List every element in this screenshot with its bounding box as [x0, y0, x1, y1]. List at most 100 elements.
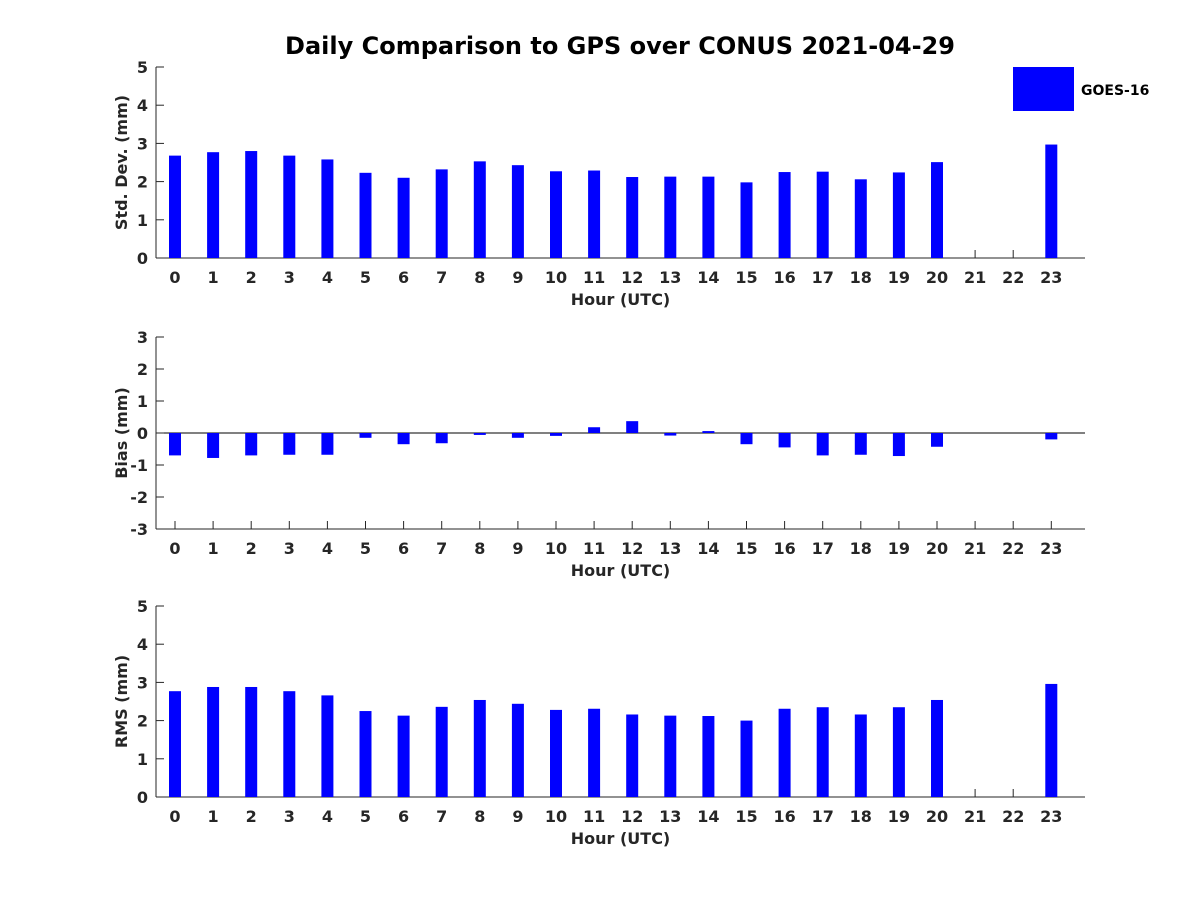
bias-x-tick-label: 20 — [926, 539, 948, 558]
bias-x-tick-label: 23 — [1040, 539, 1062, 558]
std-dev-x-tick-label: 9 — [512, 268, 523, 287]
rms-x-tick-label: 16 — [773, 807, 795, 826]
rms-y-tick-label: 1 — [137, 750, 148, 769]
bias-y-tick-label: 3 — [137, 328, 148, 347]
std-dev-bar-hour-1 — [207, 152, 220, 258]
std-dev-x-tick-label: 6 — [398, 268, 409, 287]
rms-x-tick-label: 4 — [322, 807, 333, 826]
bias-y-tick-label: -2 — [130, 488, 148, 507]
rms-x-tick-label: 1 — [208, 807, 219, 826]
rms-x-tick-label: 6 — [398, 807, 409, 826]
std-dev-bar-hour-17 — [816, 171, 829, 258]
bias-bar-hour-16 — [778, 433, 791, 448]
rms-bar-hour-13 — [664, 715, 677, 797]
rms-bar-hour-18 — [854, 714, 867, 797]
bias-y-axis-label: Bias (mm) — [112, 387, 131, 479]
bias-bar-hour-12 — [626, 421, 639, 433]
bias-x-tick-label: 18 — [850, 539, 872, 558]
std-dev-bar-hour-0 — [169, 155, 181, 258]
bias-bar-hour-3 — [283, 433, 296, 455]
bias-bar-hour-1 — [207, 433, 220, 458]
bias-bar-hour-11 — [588, 427, 601, 433]
std-dev-x-tick-label: 15 — [735, 268, 757, 287]
std-dev-bar-hour-18 — [854, 179, 867, 258]
std-dev-y-tick-label: 1 — [137, 211, 148, 230]
rms-x-tick-label: 12 — [621, 807, 643, 826]
bias-x-tick-label: 6 — [398, 539, 409, 558]
std-dev-bar-hour-12 — [626, 177, 639, 258]
bias-bar-hour-20 — [931, 433, 943, 447]
rms-bar-hour-3 — [283, 691, 296, 797]
rms-bar-hour-19 — [892, 707, 905, 797]
bias-x-tick-label: 14 — [697, 539, 719, 558]
rms-bar-hour-1 — [207, 686, 220, 797]
bias-x-axis-label: Hour (UTC) — [571, 561, 671, 580]
std-dev-x-tick-label: 21 — [964, 268, 986, 287]
bias-y-tick-label: 2 — [137, 360, 148, 379]
bias-x-tick-label: 19 — [888, 539, 910, 558]
rms-x-tick-label: 9 — [512, 807, 523, 826]
std-dev-bar-hour-8 — [473, 161, 486, 258]
std-dev-bar-hour-4 — [321, 159, 334, 258]
bias-x-tick-label: 21 — [964, 539, 986, 558]
rms-bar-hour-0 — [169, 691, 181, 797]
bias-x-tick-label: 15 — [735, 539, 757, 558]
rms-y-tick-label: 0 — [137, 788, 148, 807]
bias-bar-hour-7 — [435, 433, 448, 444]
rms-bar-hour-20 — [931, 699, 943, 797]
rms-x-tick-label: 5 — [360, 807, 371, 826]
std-dev-x-tick-label: 12 — [621, 268, 643, 287]
bias-bar-hour-0 — [169, 433, 181, 456]
rms-x-tick-label: 7 — [436, 807, 447, 826]
bias-x-tick-label: 0 — [169, 539, 180, 558]
std-dev-bar-hour-11 — [588, 170, 601, 258]
std-dev-bar-hour-23 — [1045, 144, 1058, 258]
bias-x-tick-label: 10 — [545, 539, 567, 558]
bias-bar-hour-15 — [740, 433, 753, 445]
bias-bar-hour-18 — [854, 433, 867, 455]
std-dev-x-tick-label: 13 — [659, 268, 681, 287]
bias-bar-hour-6 — [397, 433, 410, 445]
rms-bar-hour-6 — [397, 715, 410, 797]
rms-x-tick-label: 23 — [1040, 807, 1062, 826]
bias-bar-hour-4 — [321, 433, 334, 455]
rms-x-tick-label: 10 — [545, 807, 567, 826]
std-dev-x-tick-label: 20 — [926, 268, 948, 287]
bias-x-tick-label: 7 — [436, 539, 447, 558]
rms-x-tick-label: 22 — [1002, 807, 1024, 826]
rms-y-axis-label: RMS (mm) — [112, 655, 131, 748]
std-dev-x-tick-label: 10 — [545, 268, 567, 287]
bias-x-tick-label: 4 — [322, 539, 333, 558]
std-dev-bar-hour-2 — [245, 151, 258, 258]
bias-x-tick-label: 17 — [812, 539, 834, 558]
rms-x-tick-label: 20 — [926, 807, 948, 826]
std-dev-y-axis-label: Std. Dev. (mm) — [112, 95, 131, 230]
bias-bar-hour-23 — [1045, 433, 1058, 440]
bias-y-tick-label: 0 — [137, 424, 148, 443]
rms-bar-hour-7 — [435, 706, 448, 797]
bias-bar-hour-2 — [245, 433, 258, 456]
legend-swatch-goes-16 — [1013, 67, 1074, 111]
std-dev-bar-hour-3 — [283, 155, 296, 258]
bias-bar-hour-19 — [892, 433, 905, 457]
std-dev-x-tick-label: 23 — [1040, 268, 1062, 287]
rms-x-tick-label: 14 — [697, 807, 719, 826]
std-dev-y-tick-label: 0 — [137, 249, 148, 268]
std-dev-x-tick-label: 1 — [208, 268, 219, 287]
rms-bar-hour-9 — [511, 703, 524, 797]
rms-x-tick-label: 18 — [850, 807, 872, 826]
rms-bar-hour-10 — [550, 709, 562, 797]
rms-x-tick-label: 15 — [735, 807, 757, 826]
std-dev-x-tick-label: 4 — [322, 268, 333, 287]
bias-x-tick-label: 3 — [284, 539, 295, 558]
rms-bar-hour-2 — [245, 686, 258, 797]
rms-bar-hour-17 — [816, 707, 829, 797]
std-dev-x-tick-label: 5 — [360, 268, 371, 287]
bias-x-tick-label: 11 — [583, 539, 605, 558]
legend-label-goes-16: GOES-16 — [1081, 83, 1149, 99]
std-dev-y-tick-label: 5 — [137, 58, 148, 77]
rms-x-tick-label: 2 — [246, 807, 257, 826]
rms-y-tick-label: 3 — [137, 673, 148, 692]
